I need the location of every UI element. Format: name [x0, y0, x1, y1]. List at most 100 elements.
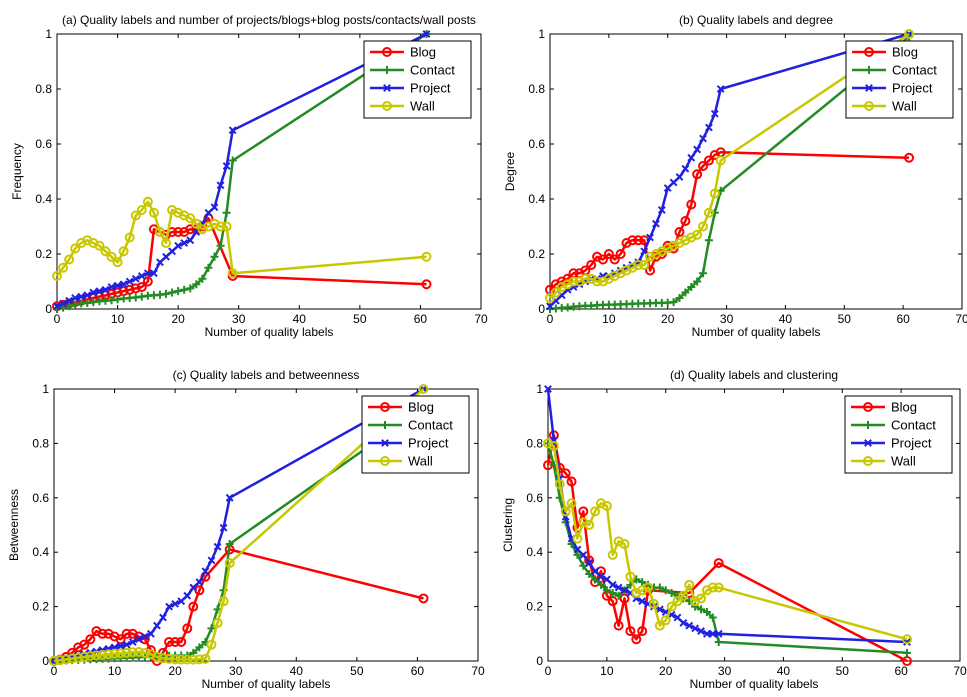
legend-label-blog: Blog	[892, 45, 918, 60]
data-point-contact	[669, 298, 678, 307]
data-point-blog	[142, 276, 153, 287]
data-point-wall	[154, 227, 165, 237]
chart-title: (c) Quality labels and betweenness	[173, 368, 360, 382]
data-point-contact	[638, 578, 647, 587]
data-point-contact	[174, 287, 183, 296]
data-point-wall	[161, 238, 172, 248]
data-point-contact	[691, 602, 700, 611]
data-point-wall	[698, 221, 709, 232]
legend-marker-project	[383, 84, 391, 92]
data-point-wall	[94, 240, 105, 251]
data-point-project	[89, 288, 98, 297]
data-point-wall	[221, 221, 232, 232]
data-point-project	[546, 302, 554, 311]
legend: Blog Contact Project Wall	[844, 395, 953, 474]
data-point-contact	[681, 288, 690, 297]
data-point-contact	[198, 274, 207, 283]
data-point-wall	[568, 276, 579, 287]
data-point-wall	[142, 196, 153, 207]
data-point-wall	[554, 479, 565, 490]
legend-label-project: Project	[891, 436, 932, 451]
data-point-project	[159, 613, 167, 622]
data-point-project	[122, 640, 131, 649]
data-point-wall	[206, 639, 217, 650]
data-point-wall	[421, 251, 432, 262]
y-tick-label: 0.4	[526, 545, 543, 559]
x-tick-label: 10	[600, 664, 614, 678]
data-point-blog	[692, 169, 703, 180]
data-point-project	[699, 134, 707, 143]
data-point-blog	[645, 265, 656, 276]
data-point-project	[131, 274, 140, 283]
y-tick-label: 0.6	[35, 137, 52, 151]
data-point-wall	[115, 648, 126, 659]
x-tick-label: 40	[290, 664, 304, 678]
data-point-project	[174, 241, 183, 250]
data-point-wall	[188, 654, 199, 665]
data-point-wall	[678, 590, 689, 601]
data-point-blog	[674, 227, 685, 237]
data-point-wall	[643, 582, 654, 593]
legend-label-wall: Wall	[410, 99, 435, 114]
data-point-contact	[216, 241, 225, 250]
data-point-blog	[182, 623, 193, 634]
legend-marker-blog	[382, 47, 392, 57]
data-point-project	[195, 578, 204, 587]
data-point-contact	[661, 586, 670, 595]
x-tick-label: 50	[350, 664, 364, 678]
data-point-blog	[597, 254, 608, 265]
data-point-project	[219, 523, 228, 532]
x-axis-label: Number of quality labels	[205, 325, 334, 339]
data-point-project	[162, 252, 170, 261]
legend-label-blog: Blog	[408, 400, 434, 415]
data-point-wall	[67, 653, 78, 664]
data-point-contact	[59, 303, 68, 312]
data-point-blog	[136, 282, 147, 292]
data-point-project	[165, 602, 173, 611]
data-point-project	[620, 586, 629, 595]
data-point-wall	[684, 579, 695, 590]
data-point-wall	[560, 506, 571, 517]
data-point-project	[210, 203, 219, 212]
legend-marker-project	[865, 84, 873, 92]
legend-label-contact: Contact	[410, 63, 455, 78]
data-point-wall	[418, 384, 429, 394]
data-point-blog	[603, 249, 614, 259]
data-point-contact	[207, 624, 216, 633]
data-point-project	[77, 292, 86, 301]
data-point-wall	[619, 539, 630, 550]
x-tick-label: 70	[955, 312, 967, 326]
legend-marker-wall	[380, 456, 390, 466]
data-point-wall	[158, 653, 169, 664]
y-tick-label: 0.8	[526, 436, 543, 450]
series-wall	[545, 29, 915, 303]
data-point-wall	[601, 500, 612, 511]
y-tick-label: 0.2	[528, 247, 545, 261]
data-point-wall	[672, 596, 683, 607]
legend-marker-blog	[864, 47, 874, 57]
data-point-wall	[151, 651, 162, 662]
x-tick-label: 20	[171, 312, 185, 326]
data-point-wall	[170, 654, 181, 665]
data-point-project	[95, 287, 104, 296]
data-point-project	[655, 605, 664, 614]
data-point-blog	[586, 260, 597, 270]
series-contact	[546, 32, 914, 313]
data-point-project	[207, 556, 216, 565]
data-point-contact	[195, 643, 204, 652]
data-point-wall	[85, 651, 96, 662]
legend-marker-wall	[864, 101, 874, 111]
data-point-wall	[592, 276, 603, 287]
series-line-wall	[55, 200, 427, 277]
data-point-blog	[686, 199, 697, 210]
data-point-wall	[176, 654, 187, 665]
data-point-wall	[550, 287, 561, 298]
data-point-project	[183, 591, 192, 600]
data-point-contact	[714, 637, 723, 646]
data-point-project	[204, 208, 213, 217]
data-point-blog	[97, 628, 108, 639]
data-point-wall	[136, 205, 147, 215]
data-point-blog	[633, 235, 644, 246]
x-tick-label: 10	[111, 312, 125, 326]
data-point-blog	[904, 152, 915, 163]
